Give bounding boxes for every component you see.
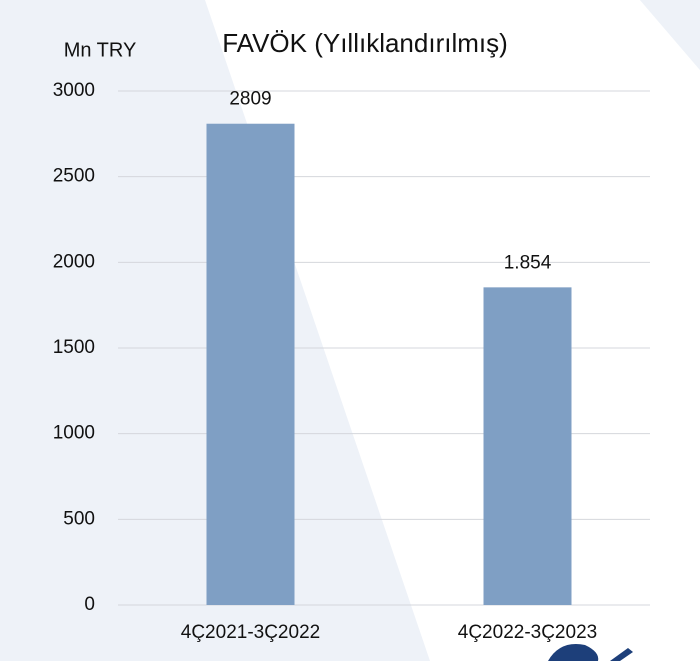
y-tick-label: 0 [84, 594, 95, 615]
logo [548, 644, 599, 661]
chart-title: FAVÖK (Yıllıklandırılmış) [222, 28, 508, 58]
y-tick-label: 500 [63, 508, 95, 529]
data-label: 1.854 [504, 252, 552, 273]
bar [206, 123, 295, 605]
data-label: 2809 [229, 89, 271, 110]
background-shape [640, 0, 700, 70]
y-tick-label: 1000 [53, 423, 95, 444]
y-axis-label: Mn TRY [64, 39, 137, 61]
y-tick-label: 3000 [53, 80, 95, 101]
bar [483, 287, 572, 605]
y-tick-label: 2000 [53, 251, 95, 272]
background-shape [205, 0, 700, 661]
y-tick-label: 2500 [53, 166, 95, 187]
logo [610, 648, 633, 661]
x-tick-label: 4Ç2021-3Ç2022 [181, 622, 320, 643]
y-tick-label: 1500 [53, 337, 95, 358]
x-tick-label: 4Ç2022-3Ç2023 [458, 622, 597, 643]
